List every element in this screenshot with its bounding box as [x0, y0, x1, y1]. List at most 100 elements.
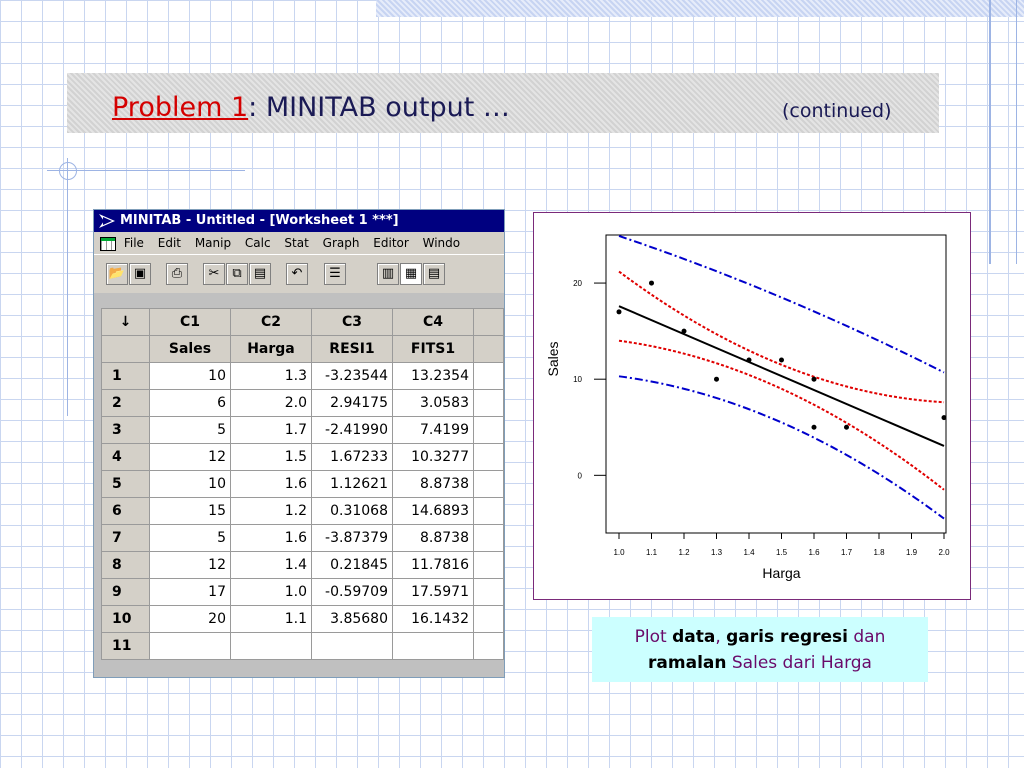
cell[interactable]: 5 — [149, 524, 231, 552]
row-number[interactable]: 5 — [101, 470, 150, 498]
open-icon[interactable]: 📂 — [106, 263, 128, 285]
row-number[interactable]: 3 — [101, 416, 150, 444]
cell[interactable]: 17 — [149, 578, 231, 606]
cell[interactable]: 17.5971 — [392, 578, 474, 606]
cell[interactable] — [311, 632, 393, 660]
cell[interactable]: 20 — [149, 605, 231, 633]
cell[interactable]: 1.2 — [230, 497, 312, 525]
cell[interactable]: 12 — [149, 551, 231, 579]
menu-calc[interactable]: Calc — [244, 236, 271, 250]
cell[interactable] — [473, 551, 504, 579]
window-titlebar[interactable]: MINITAB - Untitled - [Worksheet 1 ***] — [94, 210, 504, 232]
cell[interactable]: 3.85680 — [311, 605, 393, 633]
menu-manip[interactable]: Manip — [194, 236, 232, 250]
row-number[interactable]: 4 — [101, 443, 150, 471]
menu-editor[interactable]: Editor — [373, 236, 409, 250]
cell[interactable]: 1.6 — [230, 470, 312, 498]
column-name[interactable]: Sales — [149, 335, 231, 363]
cell[interactable]: 7.4199 — [392, 416, 474, 444]
cell[interactable]: 1.67233 — [311, 443, 393, 471]
cell[interactable]: 5 — [149, 416, 231, 444]
cell[interactable] — [473, 524, 504, 552]
cell[interactable]: 2.0 — [230, 389, 312, 417]
column-header[interactable]: C3 — [311, 308, 393, 336]
cell[interactable]: -3.87379 — [311, 524, 393, 552]
cell[interactable]: -2.41990 — [311, 416, 393, 444]
cell[interactable]: 1.0 — [230, 578, 312, 606]
cell[interactable]: 11.7816 — [392, 551, 474, 579]
row-number[interactable]: 2 — [101, 389, 150, 417]
column-name[interactable] — [473, 335, 504, 363]
worksheet-icon[interactable]: ▦ — [400, 263, 422, 285]
cell[interactable]: 10 — [149, 470, 231, 498]
cell[interactable]: 12 — [149, 443, 231, 471]
cell[interactable] — [473, 443, 504, 471]
cell[interactable]: 1.5 — [230, 443, 312, 471]
row-number[interactable]: 8 — [101, 551, 150, 579]
column-name[interactable]: FITS1 — [392, 335, 474, 363]
row-number[interactable]: 1 — [101, 362, 150, 390]
cell[interactable]: 1.4 — [230, 551, 312, 579]
column-name[interactable]: RESI1 — [311, 335, 393, 363]
cut-icon[interactable]: ✂ — [203, 263, 225, 285]
cell[interactable]: 1.3 — [230, 362, 312, 390]
corner-arrow[interactable]: ↓ — [101, 308, 150, 336]
copy-icon[interactable]: ⧉ — [226, 263, 248, 285]
project-manager-icon[interactable]: ▤ — [423, 263, 445, 285]
row-number[interactable]: 9 — [101, 578, 150, 606]
menu-graph[interactable]: Graph — [322, 236, 360, 250]
cell[interactable]: 16.1432 — [392, 605, 474, 633]
cell[interactable]: 0.31068 — [311, 497, 393, 525]
cell[interactable] — [473, 632, 504, 660]
row-number[interactable]: 6 — [101, 497, 150, 525]
session-icon[interactable]: ☰ — [324, 263, 346, 285]
menu-edit[interactable]: Edit — [157, 236, 181, 250]
cell[interactable] — [473, 362, 504, 390]
cell[interactable]: 10.3277 — [392, 443, 474, 471]
column-header[interactable]: C1 — [149, 308, 231, 336]
cell[interactable]: -0.59709 — [311, 578, 393, 606]
cell[interactable]: 8.8738 — [392, 470, 474, 498]
cell[interactable] — [392, 632, 474, 660]
cell[interactable]: 6 — [149, 389, 231, 417]
cell[interactable]: 15 — [149, 497, 231, 525]
cell[interactable]: -3.23544 — [311, 362, 393, 390]
column-name[interactable]: Harga — [230, 335, 312, 363]
cell[interactable] — [473, 605, 504, 633]
row-number[interactable]: 7 — [101, 524, 150, 552]
column-header[interactable]: C4 — [392, 308, 474, 336]
cell[interactable]: 1.6 — [230, 524, 312, 552]
cell[interactable] — [473, 389, 504, 417]
cell[interactable]: 0.21845 — [311, 551, 393, 579]
cell[interactable]: 13.2354 — [392, 362, 474, 390]
worksheet-menu-icon[interactable] — [100, 236, 116, 251]
row-number[interactable]: 10 — [101, 605, 150, 633]
column-header[interactable] — [473, 308, 504, 336]
menu-file[interactable]: File — [123, 236, 144, 250]
cell[interactable] — [230, 632, 312, 660]
cell[interactable] — [149, 632, 231, 660]
title-link[interactable]: Problem 1 — [112, 92, 249, 123]
column-header[interactable]: C2 — [230, 308, 312, 336]
cell[interactable]: 10 — [149, 362, 231, 390]
menu-bar: File Edit Manip Calc Stat Graph Editor W… — [94, 232, 504, 254]
cell[interactable] — [473, 416, 504, 444]
cell[interactable] — [473, 470, 504, 498]
print-icon[interactable]: ⎙ — [166, 263, 188, 285]
save-icon[interactable]: ▣ — [129, 263, 151, 285]
menu-stat[interactable]: Stat — [284, 236, 309, 250]
cell[interactable]: 14.6893 — [392, 497, 474, 525]
cell[interactable] — [473, 578, 504, 606]
cell[interactable]: 8.8738 — [392, 524, 474, 552]
cell[interactable]: 2.94175 — [311, 389, 393, 417]
cell[interactable] — [473, 497, 504, 525]
cell[interactable]: 1.1 — [230, 605, 312, 633]
paste-icon[interactable]: ▤ — [249, 263, 271, 285]
menu-window[interactable]: Windo — [422, 236, 461, 250]
undo-icon[interactable]: ↶ — [286, 263, 308, 285]
data-window-icon[interactable]: ▥ — [377, 263, 399, 285]
cell[interactable]: 1.12621 — [311, 470, 393, 498]
cell[interactable]: 3.0583 — [392, 389, 474, 417]
cell[interactable]: 1.7 — [230, 416, 312, 444]
row-number[interactable]: 11 — [101, 632, 150, 660]
